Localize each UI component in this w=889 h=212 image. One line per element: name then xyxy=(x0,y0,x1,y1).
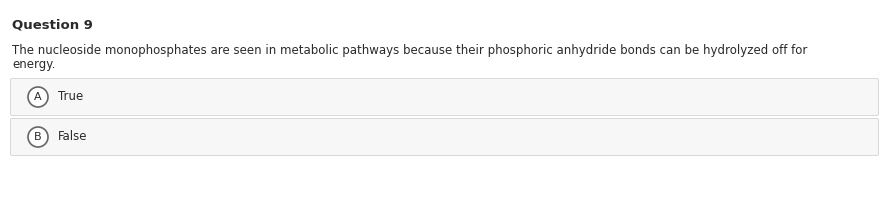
Text: False: False xyxy=(58,131,87,144)
Text: A: A xyxy=(34,92,42,102)
FancyBboxPatch shape xyxy=(11,119,878,155)
Circle shape xyxy=(28,87,48,107)
Text: Question 9: Question 9 xyxy=(12,18,92,31)
FancyBboxPatch shape xyxy=(11,78,878,116)
Text: The nucleoside monophosphates are seen in metabolic pathways because their phosp: The nucleoside monophosphates are seen i… xyxy=(12,44,807,57)
Text: B: B xyxy=(34,132,42,142)
Text: energy.: energy. xyxy=(12,58,55,71)
Text: True: True xyxy=(58,91,84,103)
Circle shape xyxy=(28,127,48,147)
